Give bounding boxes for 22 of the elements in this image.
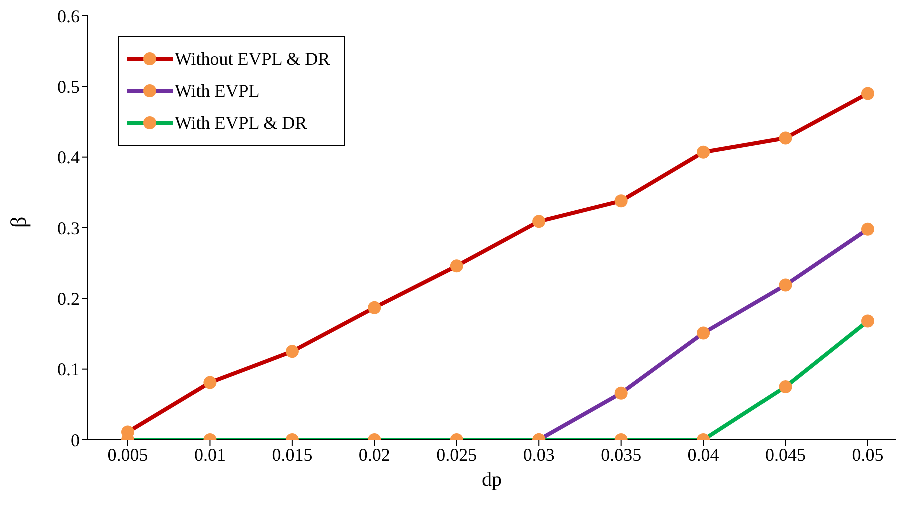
x-tick-label: 0.01 [194, 444, 226, 465]
y-tick-label: 0.2 [58, 289, 80, 310]
y-tick-label: 0.4 [58, 148, 80, 168]
x-tick-label: 0.005 [108, 444, 148, 465]
y-tick-label: 0.1 [58, 360, 80, 380]
y-tick-label: 0 [71, 430, 80, 450]
x-axis-title: dp [482, 469, 502, 491]
x-tick-label: 0.015 [272, 444, 313, 465]
x-tick-label: 0.02 [358, 444, 390, 465]
x-tick-label: 0.03 [523, 444, 555, 465]
legend-label: With EVPL [175, 80, 260, 102]
legend-label: Without EVPL & DR [175, 48, 330, 70]
x-tick-label: 0.045 [766, 444, 806, 465]
y-axis-title: β [6, 216, 31, 228]
y-tick-label: 0.5 [58, 77, 80, 98]
y-tick-label: 0.3 [58, 218, 80, 238]
x-tick-label: 0.025 [436, 444, 478, 465]
y-tick-label: 0.6 [58, 6, 80, 26]
x-tick-label: 0.04 [688, 444, 720, 465]
x-tick-label: 0.035 [601, 444, 642, 465]
legend-label: With EVPL & DR [175, 112, 308, 134]
x-tick-label: 0.05 [852, 444, 884, 465]
